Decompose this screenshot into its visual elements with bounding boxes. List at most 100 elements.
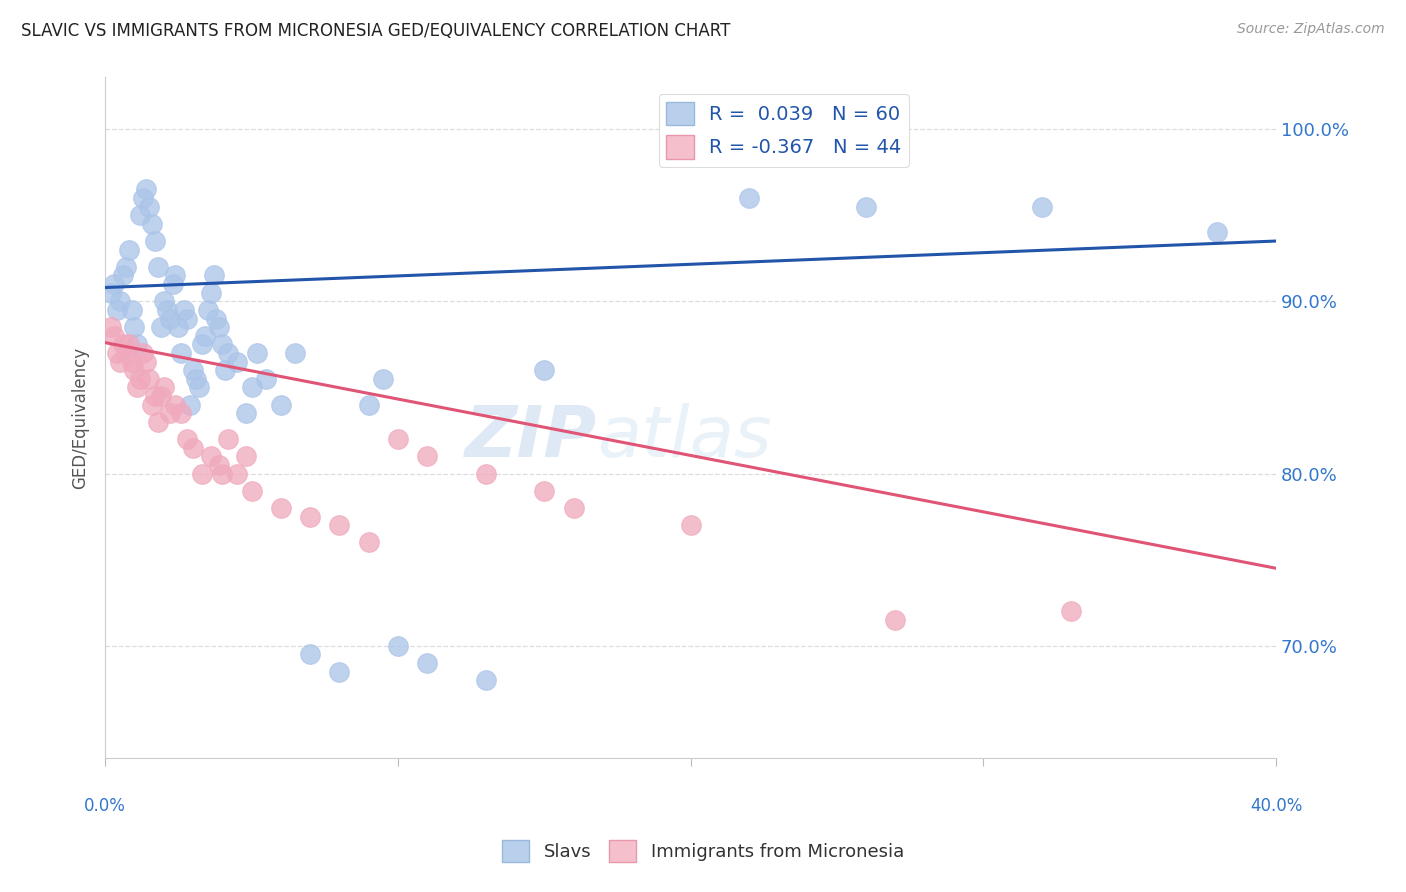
Point <box>1206 226 1229 240</box>
Point <box>143 234 166 248</box>
Point <box>181 363 204 377</box>
Point <box>191 337 214 351</box>
Point <box>200 450 222 464</box>
Point <box>387 432 409 446</box>
Point <box>159 406 181 420</box>
Point <box>373 372 395 386</box>
Point <box>100 320 122 334</box>
Point <box>235 450 257 464</box>
Point <box>121 354 143 368</box>
Point <box>884 613 907 627</box>
Point <box>138 372 160 386</box>
Point <box>202 268 225 283</box>
Point <box>328 518 350 533</box>
Point <box>299 509 322 524</box>
Point <box>129 372 152 386</box>
Point <box>184 372 207 386</box>
Text: 40.0%: 40.0% <box>1250 797 1302 814</box>
Point <box>132 191 155 205</box>
Point <box>108 354 131 368</box>
Point <box>533 483 555 498</box>
Point <box>173 302 195 317</box>
Point <box>235 406 257 420</box>
Point <box>162 277 184 291</box>
Point <box>146 260 169 274</box>
Text: SLAVIC VS IMMIGRANTS FROM MICRONESIA GED/EQUIVALENCY CORRELATION CHART: SLAVIC VS IMMIGRANTS FROM MICRONESIA GED… <box>21 22 731 40</box>
Point <box>105 302 128 317</box>
Point <box>181 441 204 455</box>
Point <box>357 535 380 549</box>
Point <box>357 398 380 412</box>
Point <box>246 346 269 360</box>
Point <box>165 398 187 412</box>
Point <box>127 380 149 394</box>
Point <box>1060 604 1083 618</box>
Point <box>211 467 233 481</box>
Point <box>103 328 125 343</box>
Point <box>200 285 222 300</box>
Point <box>103 277 125 291</box>
Point <box>124 363 146 377</box>
Point <box>135 182 157 196</box>
Point <box>105 346 128 360</box>
Point <box>208 458 231 472</box>
Point <box>152 380 174 394</box>
Point <box>679 518 702 533</box>
Point <box>270 398 292 412</box>
Point <box>208 320 231 334</box>
Point <box>270 500 292 515</box>
Point <box>284 346 307 360</box>
Legend: Slavs, Immigrants from Micronesia: Slavs, Immigrants from Micronesia <box>495 833 911 870</box>
Point <box>194 328 217 343</box>
Point <box>191 467 214 481</box>
Point <box>117 243 139 257</box>
Point <box>149 320 172 334</box>
Point <box>100 285 122 300</box>
Point <box>159 311 181 326</box>
Point <box>214 363 236 377</box>
Point <box>143 389 166 403</box>
Point <box>217 346 239 360</box>
Point <box>138 200 160 214</box>
Point <box>111 268 134 283</box>
Point <box>226 354 249 368</box>
Point <box>197 302 219 317</box>
Point <box>114 260 136 274</box>
Point <box>156 302 179 317</box>
Point <box>299 648 322 662</box>
Point <box>533 363 555 377</box>
Point <box>416 656 439 670</box>
Point <box>135 354 157 368</box>
Point <box>127 337 149 351</box>
Point <box>205 311 228 326</box>
Point <box>474 467 496 481</box>
Point <box>129 208 152 222</box>
Point <box>165 268 187 283</box>
Point <box>179 398 201 412</box>
Text: ZIP: ZIP <box>464 403 598 473</box>
Point <box>387 639 409 653</box>
Point <box>562 500 585 515</box>
Point <box>416 450 439 464</box>
Point <box>226 467 249 481</box>
Text: 0.0%: 0.0% <box>84 797 127 814</box>
Point <box>474 673 496 688</box>
Point <box>117 337 139 351</box>
Point <box>176 432 198 446</box>
Point <box>149 389 172 403</box>
Point <box>141 398 163 412</box>
Point <box>211 337 233 351</box>
Point <box>254 372 277 386</box>
Point <box>132 346 155 360</box>
Point <box>240 483 263 498</box>
Point <box>176 311 198 326</box>
Point <box>152 294 174 309</box>
Point <box>167 320 190 334</box>
Point <box>170 346 193 360</box>
Text: Source: ZipAtlas.com: Source: ZipAtlas.com <box>1237 22 1385 37</box>
Point <box>111 337 134 351</box>
Point <box>1031 200 1053 214</box>
Point <box>240 380 263 394</box>
Point <box>738 191 761 205</box>
Text: atlas: atlas <box>598 403 772 473</box>
